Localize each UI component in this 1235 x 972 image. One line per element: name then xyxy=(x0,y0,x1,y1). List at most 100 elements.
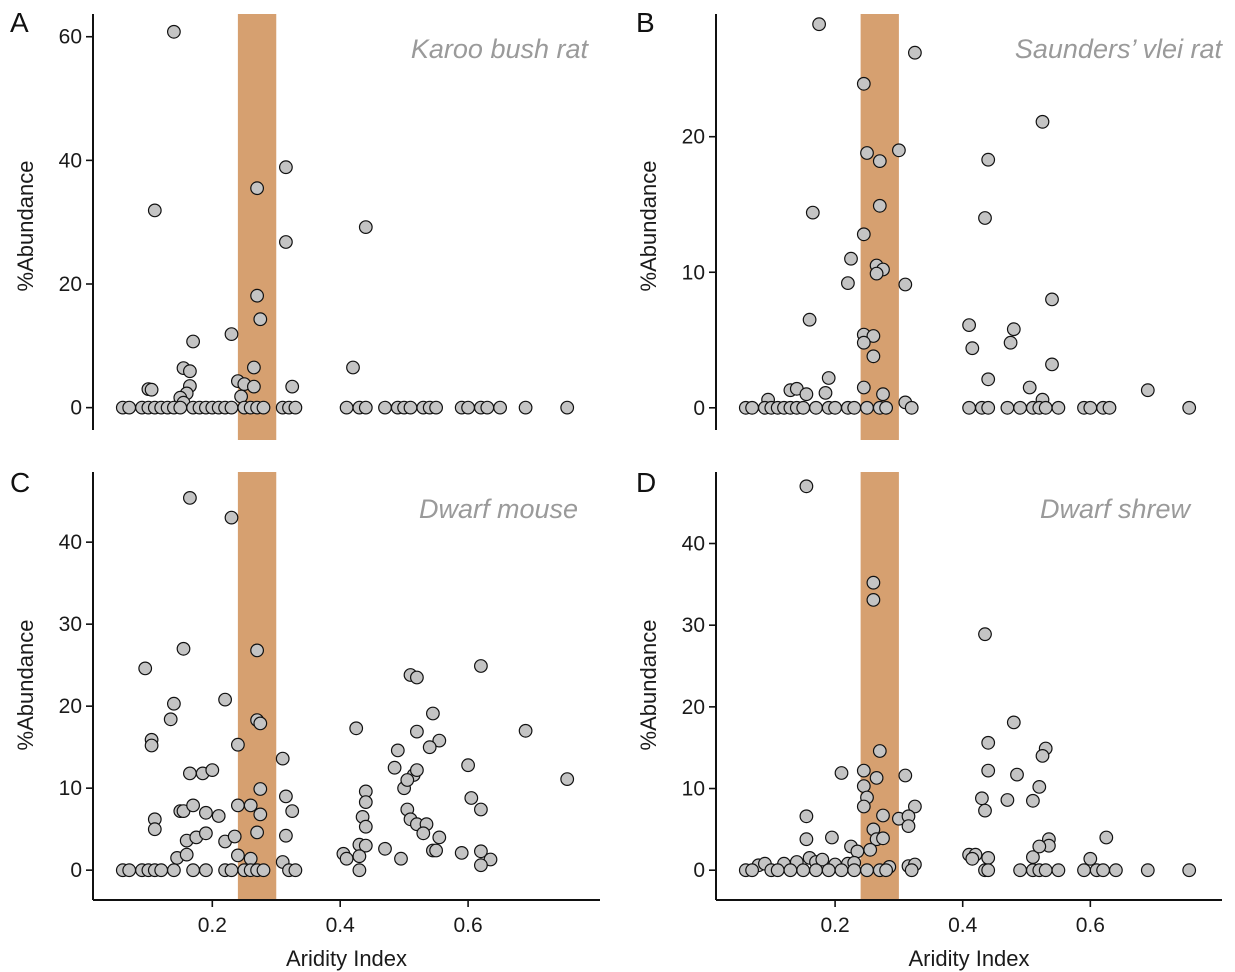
data-point xyxy=(250,288,265,303)
data-point xyxy=(163,712,178,727)
data-point xyxy=(856,799,871,814)
data-point xyxy=(1003,335,1018,350)
data-point xyxy=(454,846,469,860)
data-point xyxy=(962,318,976,333)
data-point xyxy=(349,721,364,736)
data-point xyxy=(166,863,181,878)
data-point xyxy=(474,802,488,817)
data-point xyxy=(461,758,476,773)
data-point xyxy=(346,360,360,375)
data-point xyxy=(818,386,833,400)
data-point xyxy=(856,763,871,778)
data-point xyxy=(872,744,887,758)
data-point xyxy=(243,851,258,866)
data-point xyxy=(965,851,980,866)
data-point xyxy=(426,706,440,721)
data-points xyxy=(738,17,1197,415)
data-point xyxy=(908,799,922,814)
data-points xyxy=(115,24,575,415)
data-point xyxy=(387,760,402,775)
data-point xyxy=(863,842,878,857)
data-point xyxy=(1140,863,1155,878)
data-point xyxy=(799,809,814,824)
data-point xyxy=(182,491,197,505)
data-point xyxy=(122,400,137,415)
data-point xyxy=(815,852,830,867)
data-point xyxy=(144,382,159,397)
data-point xyxy=(211,809,226,823)
data-point xyxy=(981,863,996,878)
data-point xyxy=(224,863,239,878)
data-point xyxy=(400,773,415,787)
data-point xyxy=(1077,863,1091,878)
data-point xyxy=(796,863,811,878)
data-point xyxy=(860,400,874,415)
data-point xyxy=(1038,400,1053,415)
data-point xyxy=(464,791,479,805)
data-point xyxy=(975,791,989,806)
data-point xyxy=(1000,400,1015,415)
data-point xyxy=(908,45,922,60)
data-point xyxy=(799,387,814,402)
data-point xyxy=(812,17,826,32)
data-point xyxy=(1038,863,1053,878)
data-point xyxy=(138,661,153,676)
data-point xyxy=(224,510,239,525)
x-tick-label: 0.4 xyxy=(326,914,356,937)
data-point xyxy=(825,830,839,845)
data-point xyxy=(205,763,220,777)
data-point xyxy=(429,843,444,858)
data-point xyxy=(493,400,508,415)
y-tick-label: 10 xyxy=(59,777,82,800)
data-point xyxy=(250,825,265,840)
data-point xyxy=(256,400,271,415)
data-point xyxy=(1182,400,1197,415)
y-tick-label: 40 xyxy=(59,149,82,172)
data-point xyxy=(250,181,265,196)
data-point xyxy=(352,849,367,864)
data-point xyxy=(978,803,992,818)
data-point xyxy=(243,798,258,813)
y-axis-title: %Abundance xyxy=(636,620,661,751)
data-point xyxy=(560,772,575,786)
data-point xyxy=(432,733,447,748)
data-point xyxy=(198,863,213,878)
data-point xyxy=(410,763,424,777)
data-point xyxy=(866,349,881,364)
panel-letter: D xyxy=(636,467,656,498)
data-point xyxy=(1108,863,1123,878)
y-tick-label: 30 xyxy=(59,613,82,636)
data-point xyxy=(981,400,996,415)
data-point xyxy=(1013,400,1027,415)
data-point xyxy=(246,360,261,375)
data-point xyxy=(224,327,239,342)
data-point xyxy=(480,400,495,415)
data-point xyxy=(872,198,887,213)
data-point xyxy=(560,400,575,415)
data-point xyxy=(339,400,354,415)
data-point xyxy=(1102,400,1117,415)
data-point xyxy=(198,805,213,820)
data-point xyxy=(1013,863,1027,878)
data-point xyxy=(799,479,814,494)
data-point xyxy=(745,863,759,878)
data-point xyxy=(901,819,916,833)
x-tick-label: 0.2 xyxy=(820,914,849,937)
data-point xyxy=(1035,749,1050,763)
data-point xyxy=(802,312,817,327)
y-tick-label: 0 xyxy=(693,397,705,420)
y-tick-label: 20 xyxy=(59,695,82,718)
data-point xyxy=(166,24,181,39)
x-tick-label: 0.6 xyxy=(1076,914,1105,937)
data-point xyxy=(1051,400,1066,415)
y-tick-label: 10 xyxy=(682,261,705,284)
data-point xyxy=(279,789,293,804)
data-point xyxy=(866,329,881,343)
data-point xyxy=(352,863,367,878)
data-point xyxy=(981,851,996,865)
data-point xyxy=(230,848,245,863)
data-point xyxy=(461,400,476,415)
y-tick-label: 40 xyxy=(59,531,82,554)
y-tick-label: 20 xyxy=(682,696,705,719)
